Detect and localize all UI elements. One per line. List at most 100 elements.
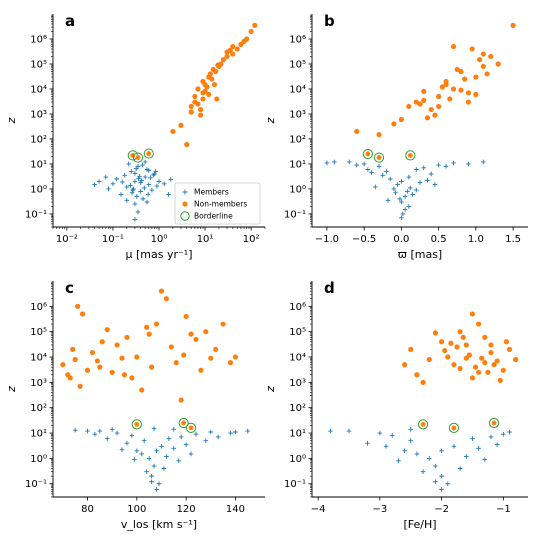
member-point xyxy=(428,171,434,177)
member-point xyxy=(365,167,371,172)
member-point xyxy=(476,446,481,451)
non-member-point xyxy=(457,329,463,335)
non-member-point xyxy=(432,330,439,336)
non-member-point xyxy=(450,86,457,92)
non-member-point xyxy=(448,340,454,346)
non-member-point xyxy=(476,369,482,375)
member-point xyxy=(389,433,395,438)
y-tick-label: 10² xyxy=(289,403,306,414)
member-point xyxy=(408,427,414,432)
y-tick-label: 10⁶ xyxy=(289,302,306,313)
member-point xyxy=(156,179,162,184)
borderline-core xyxy=(130,152,136,158)
x-tick-label: 10⁰ xyxy=(151,234,168,245)
member-point xyxy=(346,159,352,165)
member-point xyxy=(149,479,154,485)
non-member-point xyxy=(462,76,468,82)
panel-label: d xyxy=(324,279,335,297)
non-member-point xyxy=(188,331,194,337)
non-member-point xyxy=(198,106,204,113)
non-member-point xyxy=(503,339,509,345)
non-member-point xyxy=(200,96,206,102)
y-axis-label: z xyxy=(264,117,277,124)
member-point xyxy=(171,446,177,451)
non-member-point xyxy=(230,51,236,57)
non-member-point xyxy=(67,375,73,381)
member-point xyxy=(451,160,456,166)
member-point xyxy=(413,167,419,172)
x-tick-label: 140 xyxy=(226,504,245,515)
non-member-point xyxy=(442,347,448,354)
legend-box xyxy=(174,182,261,225)
member-point xyxy=(166,436,172,441)
member-point xyxy=(328,428,333,434)
non-member-point xyxy=(79,311,86,317)
member-point xyxy=(215,434,221,440)
member-point xyxy=(124,440,130,446)
non-member-point xyxy=(495,61,501,67)
borderline-point xyxy=(417,419,429,430)
borderline-core xyxy=(451,425,457,431)
x-tick-label: 10⁻¹ xyxy=(102,234,124,245)
y-tick-label: 10⁵ xyxy=(30,327,47,338)
member-point xyxy=(156,481,162,487)
member-point xyxy=(120,179,125,185)
member-point xyxy=(164,454,169,459)
non-member-point xyxy=(408,346,414,353)
member-point xyxy=(228,430,233,436)
member-point xyxy=(140,162,145,168)
member-point xyxy=(168,177,174,182)
member-point xyxy=(109,427,115,432)
non-member-point xyxy=(417,101,423,107)
member-point xyxy=(132,179,138,184)
member-point xyxy=(426,456,432,461)
x-tick-label: 0.5 xyxy=(431,234,447,245)
non-member-point xyxy=(458,87,464,93)
member-point xyxy=(396,458,401,464)
member-point xyxy=(433,479,438,485)
member-point xyxy=(361,161,367,167)
non-member-point xyxy=(215,62,221,68)
x-tick-label: 10⁻² xyxy=(56,234,78,245)
non-member-point xyxy=(488,53,494,60)
member-point xyxy=(103,174,109,180)
y-tick-label: 10⁻¹ xyxy=(284,209,306,220)
member-point xyxy=(126,161,132,167)
borderline-point xyxy=(448,422,460,433)
non-member-point xyxy=(211,81,218,88)
panel-c: c 10⁻¹ 10⁰ 10¹ 10² 10³ 10⁴ 10⁵ 10⁶ 80 100 120 140 v_l… xyxy=(5,279,265,531)
non-member-point xyxy=(124,334,130,340)
non-member-point xyxy=(426,356,432,363)
member-point xyxy=(135,209,141,215)
non-member-point xyxy=(192,93,198,100)
member-point xyxy=(408,185,413,191)
member-point xyxy=(451,444,457,449)
member-point xyxy=(507,429,512,435)
non-member-point xyxy=(460,334,466,340)
member-point xyxy=(203,438,209,443)
non-member-point xyxy=(183,313,189,320)
non-member-point xyxy=(469,46,475,52)
non-member-point xyxy=(248,28,254,35)
member-point xyxy=(146,182,152,187)
non-member-point xyxy=(436,103,442,110)
non-member-point xyxy=(465,99,472,105)
member-point xyxy=(149,473,154,479)
member-point xyxy=(138,189,143,194)
member-point xyxy=(144,199,150,205)
legend-label: Non-members xyxy=(194,200,247,209)
member-point xyxy=(332,159,337,165)
non-member-point xyxy=(213,346,219,353)
member-point xyxy=(154,183,160,189)
non-member-point xyxy=(510,22,516,28)
non-member-point xyxy=(454,66,460,73)
member-point xyxy=(132,217,138,222)
y-tick-label: 10⁴ xyxy=(289,84,306,95)
non-member-point xyxy=(457,365,463,372)
non-member-point xyxy=(208,355,214,361)
member-point xyxy=(397,196,403,202)
non-member-point xyxy=(70,346,76,353)
member-point xyxy=(488,434,494,440)
member-point xyxy=(97,428,103,434)
member-point xyxy=(395,182,400,187)
